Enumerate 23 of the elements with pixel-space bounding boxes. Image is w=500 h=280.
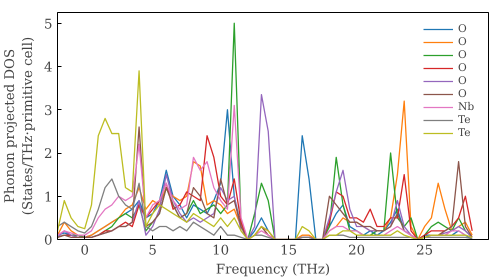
legend-label: O [458,87,468,100]
legend-label: Nb [458,100,476,113]
legend-label: O [458,48,468,61]
y-tick-label: 4 [44,60,53,76]
legend-label: Te [458,113,472,126]
x-tick-label: 5 [148,244,157,258]
y-tick-label: 5 [44,17,53,32]
x-tick-label: 25 [416,244,434,258]
legend-label: O [458,35,468,48]
legend-label: O [458,61,468,74]
y-tick-label: 3 [44,104,53,119]
y-axis-title: Phonon projected DOS (States/THz·primitive cell) [3,36,36,216]
legend-label: O [458,74,468,87]
y-tick-label: 0 [44,234,53,248]
x-tick-label: 0 [80,244,89,258]
x-axis-title: Frequency (THz) [216,262,330,278]
legend-label: O [458,22,468,35]
x-tick-label: 20 [348,244,366,258]
legend-label: Te [458,126,472,139]
y-tick-label: 1 [44,190,53,206]
x-tick-label: 15 [280,244,298,258]
x-tick-label: 10 [212,244,230,258]
y-tick-label: 2 [44,147,53,162]
